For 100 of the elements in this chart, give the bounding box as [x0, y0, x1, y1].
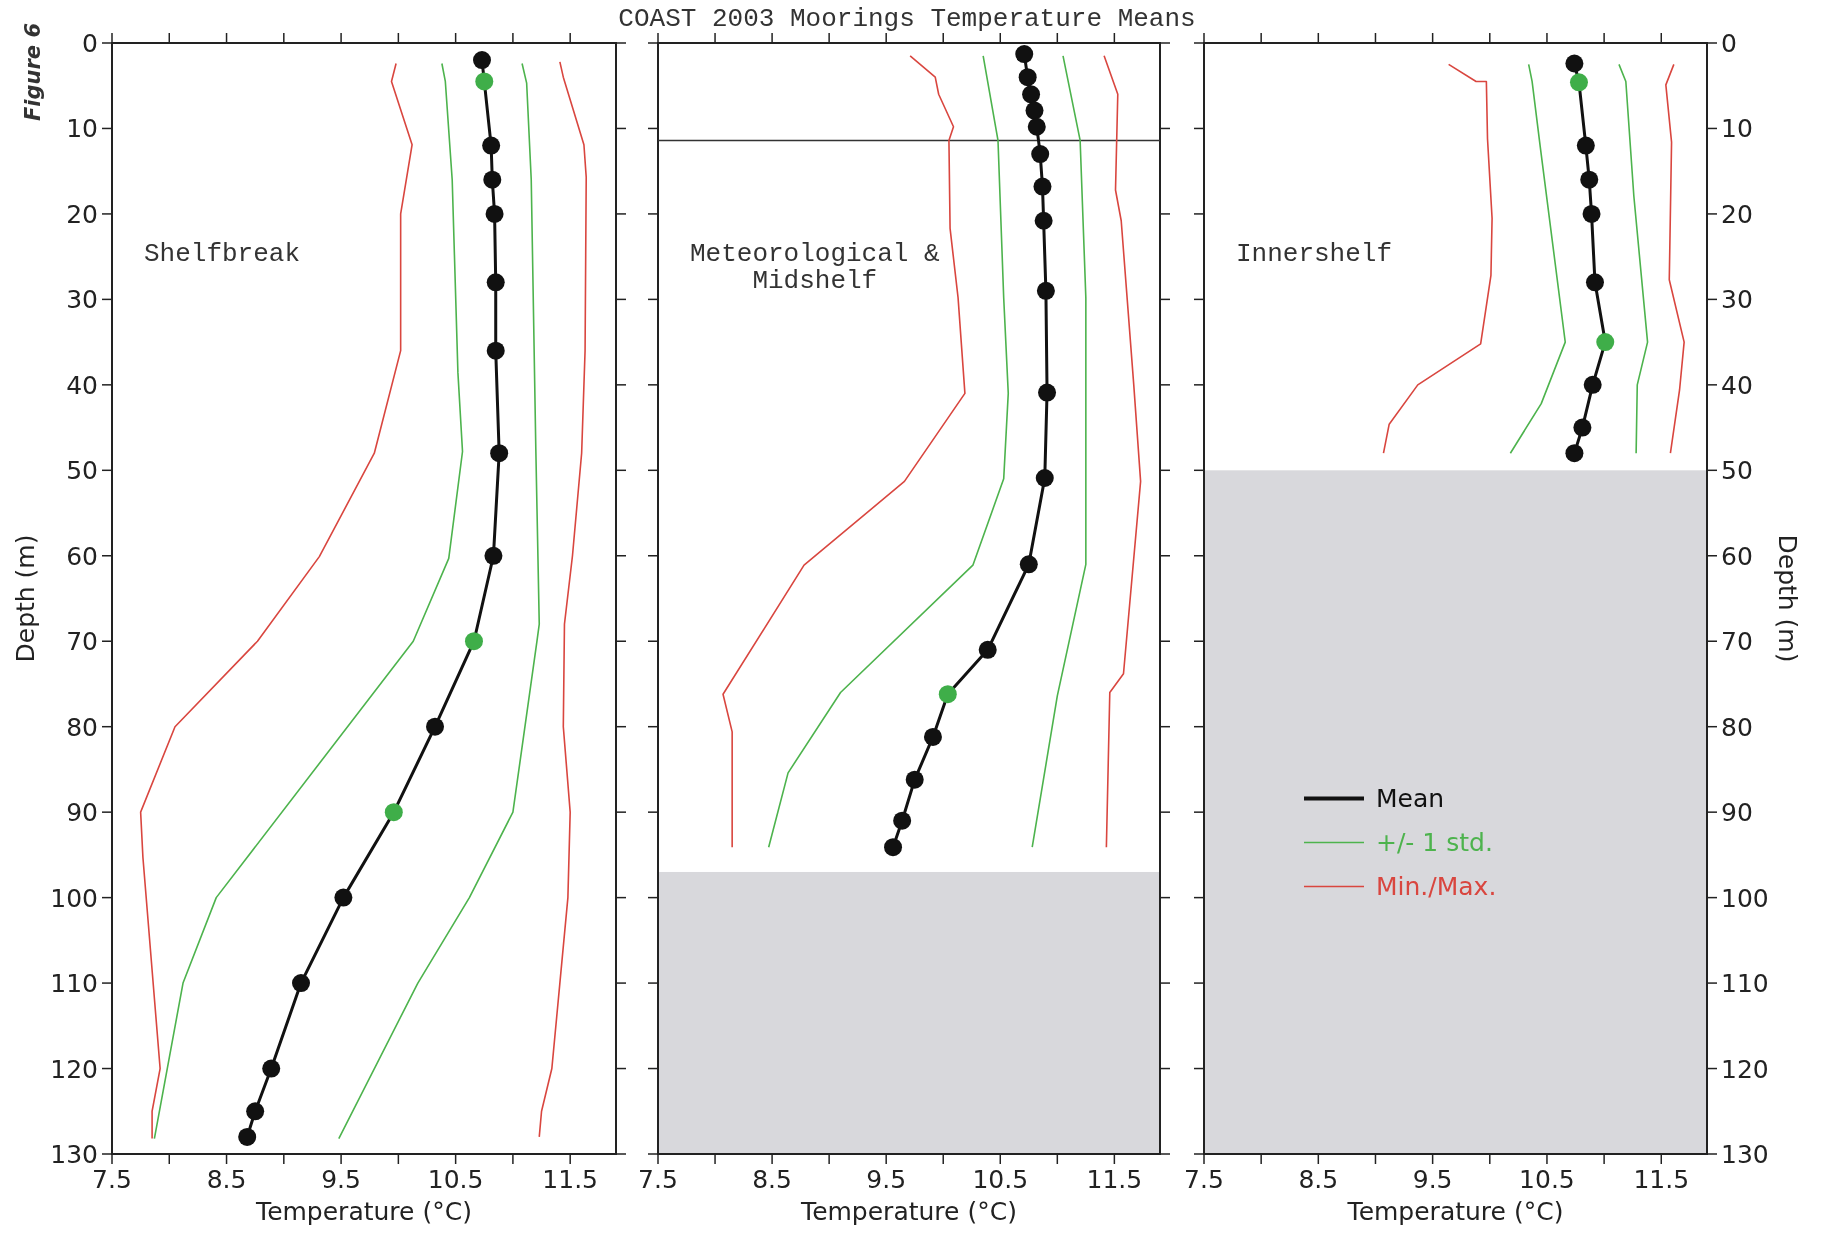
x-tick-label: 9.5: [321, 1165, 361, 1194]
point: [938, 685, 957, 704]
point: [472, 51, 491, 70]
y2-tick-label: 80: [1721, 712, 1753, 742]
point: [384, 803, 403, 822]
point: [905, 770, 924, 789]
y2-tick-label: 70: [1721, 627, 1753, 657]
x-axis-title: Temperature (°C): [255, 1197, 472, 1226]
point: [1018, 68, 1037, 87]
line-series: [1665, 63, 1685, 455]
y2-tick-label: 130: [1721, 1140, 1769, 1169]
legend-label: +/- 1 std.: [1376, 828, 1493, 858]
point: [484, 546, 503, 565]
point: [486, 341, 505, 360]
point: [426, 717, 445, 736]
point: [1596, 333, 1615, 352]
line-series: [1509, 63, 1567, 455]
y2-tick-label: 40: [1721, 370, 1753, 400]
point: [1038, 383, 1057, 402]
point: [1033, 177, 1052, 196]
point: [1019, 555, 1038, 574]
y-tick-label: 80: [66, 712, 98, 742]
line-series: [538, 61, 588, 1138]
text: COAST 2003 Moorings Temperature Means: [618, 4, 1196, 34]
point: [262, 1059, 281, 1078]
x-tick-label: 8.5: [206, 1165, 247, 1194]
point: [475, 72, 494, 91]
point: [1580, 170, 1599, 189]
y-tick-label: 20: [66, 199, 98, 229]
y2-tick-label: 10: [1721, 114, 1753, 144]
y-tick-label: 30: [66, 285, 98, 315]
x-axis-title: Temperature (°C): [1346, 1197, 1564, 1226]
point: [483, 170, 502, 189]
y-tick-label: 70: [66, 627, 98, 657]
point: [1582, 204, 1601, 223]
line-series: [139, 62, 413, 1140]
y2-tick-label: 90: [1721, 798, 1753, 828]
point: [1025, 101, 1044, 120]
y-tick-label: 100: [50, 883, 98, 913]
text: Shelfbreak: [143, 239, 301, 269]
y2-tick-label: 50: [1721, 456, 1753, 486]
y2-tick-label: 120: [1721, 1054, 1769, 1084]
point: [1035, 469, 1054, 487]
point: [1573, 418, 1592, 437]
x-tick-label: 9.5: [1412, 1165, 1453, 1194]
point: [490, 444, 509, 463]
x-tick-label: 11.5: [1633, 1165, 1690, 1194]
point: [485, 204, 504, 223]
text: Meteorological & Midshelf: [689, 239, 941, 296]
point: [238, 1127, 257, 1146]
x-tick-label: 9.5: [866, 1165, 907, 1194]
point: [1585, 273, 1604, 292]
point: [1015, 45, 1034, 64]
legend-label: Mean: [1376, 784, 1445, 814]
y-tick-label: 90: [66, 798, 98, 828]
y2-tick-label: 100: [1721, 883, 1769, 913]
x-tick-label: 10.5: [427, 1165, 484, 1194]
y-tick-label: 60: [66, 541, 98, 571]
text: Innershelf: [1235, 239, 1393, 269]
y-tick-label: 50: [66, 456, 98, 486]
point: [1576, 136, 1595, 155]
caption: Figure 6: [21, 22, 45, 122]
point: [978, 640, 997, 659]
x-tick-label: 7.5: [1184, 1165, 1224, 1194]
point: [246, 1102, 265, 1121]
y2-tick-label: 20: [1721, 199, 1753, 229]
x-axis-title: Temperature (°C): [800, 1197, 1017, 1226]
point: [1034, 211, 1053, 230]
x-tick-label: 10.5: [972, 1165, 1029, 1194]
point: [464, 632, 483, 651]
point: [1036, 281, 1055, 300]
point: [893, 811, 912, 830]
x-tick-label: 7.5: [638, 1165, 678, 1194]
x-tick-label: 10.5: [1519, 1165, 1575, 1194]
x-tick-label: 11.5: [1086, 1165, 1143, 1194]
point: [334, 888, 353, 907]
y2-tick-label: 110: [1721, 969, 1769, 999]
point: [1022, 85, 1041, 104]
y-tick-label: 120: [50, 1054, 98, 1084]
point: [1583, 375, 1602, 394]
point: [923, 727, 942, 746]
point: [1027, 117, 1046, 136]
x-tick-label: 11.5: [542, 1165, 599, 1194]
point: [884, 838, 903, 857]
point: [292, 974, 310, 993]
point: [486, 273, 505, 292]
y2-tick-label: 0: [1721, 29, 1737, 58]
x-tick-label: 8.5: [1298, 1165, 1339, 1194]
point: [1031, 145, 1050, 164]
point: [1569, 73, 1588, 92]
legend-label: Min./Max.: [1376, 872, 1497, 902]
point: [1565, 444, 1584, 463]
y-tick-label: 0: [82, 29, 98, 58]
y2-axis-title: Depth (m): [1773, 534, 1802, 663]
point: [482, 136, 501, 155]
y-tick-label: 40: [66, 370, 98, 400]
x-tick-label: 8.5: [752, 1165, 792, 1194]
y2-tick-label: 60: [1721, 541, 1753, 571]
y-axis-title: Depth (m): [11, 534, 40, 663]
y-tick-label: 110: [50, 969, 98, 999]
